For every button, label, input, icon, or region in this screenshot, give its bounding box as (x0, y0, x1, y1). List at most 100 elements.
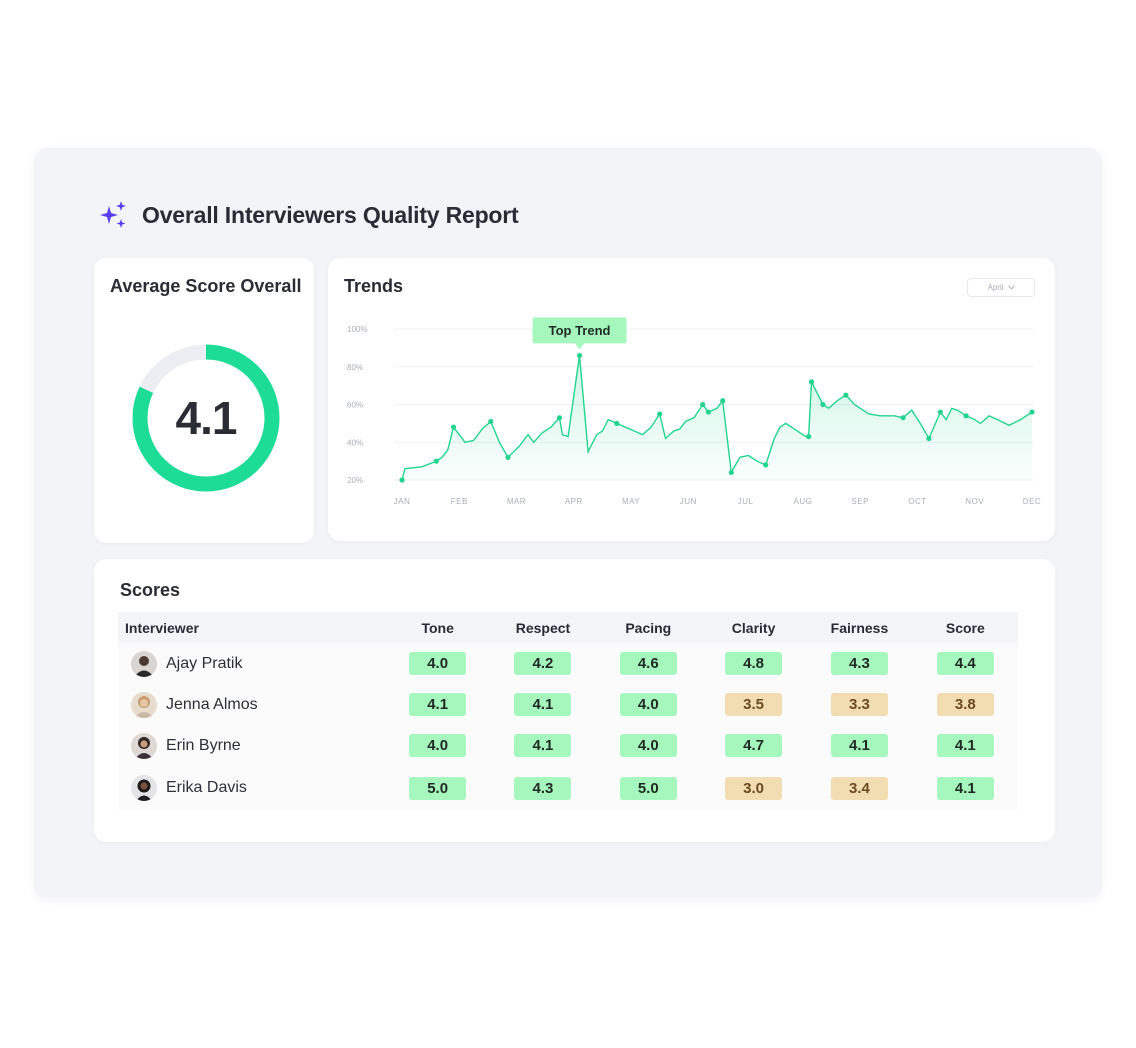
interviewer-name: Jenna Almos (166, 695, 258, 713)
y-tick-label: 80% (347, 363, 363, 372)
data-point[interactable] (843, 392, 849, 398)
interviewer-cell: Erin Byrne (118, 732, 385, 759)
month-select-value: April (987, 283, 1004, 292)
trends-line-chart: 100% 80% 60% 40% 20% JAN FEB MAR APR MAY JUN JUL AU… (347, 317, 1041, 506)
report-header: Overall Interviewers Quality Report (98, 198, 519, 232)
overall-score: 4.1 (936, 776, 994, 800)
data-point[interactable] (556, 415, 563, 421)
tone-score: 4.1 (409, 693, 467, 716)
fairness-score: 3.4 (830, 776, 888, 800)
data-point[interactable] (450, 424, 457, 430)
column-header-clarity[interactable]: Clarity (700, 612, 807, 643)
respect-score: 4.1 (514, 734, 572, 757)
data-point[interactable] (657, 411, 663, 417)
pacing-score: 5.0 (619, 776, 677, 800)
chevron-down-icon (1007, 283, 1015, 292)
overall-score: 4.4 (936, 652, 994, 675)
respect-score: 4.1 (514, 693, 572, 716)
trends-title: Trends (344, 276, 404, 296)
data-point[interactable] (720, 398, 726, 404)
data-point[interactable] (728, 469, 734, 476)
column-header-fairness[interactable]: Fairness (806, 612, 913, 643)
y-tick-label: 20% (347, 476, 363, 485)
data-point[interactable] (576, 352, 583, 359)
interviewer-cell: Erika Davis (118, 775, 385, 801)
data-point[interactable] (963, 413, 969, 419)
table-row[interactable]: Ajay Pratik 4.0 4.2 4.6 4.8 4.3 4.4 (118, 643, 1018, 684)
tone-score: 5.0 (409, 776, 467, 800)
data-point[interactable] (488, 418, 494, 425)
x-tick-label: JAN (394, 497, 411, 506)
table-row[interactable]: Erin Byrne 4.0 4.1 4.0 4.7 4.1 4.1 (118, 725, 1018, 766)
y-tick-label: 60% (347, 401, 363, 410)
data-point[interactable] (926, 435, 932, 442)
average-score-title: Average Score Overall (110, 276, 302, 296)
tooltip-box (532, 317, 627, 344)
avatar (131, 691, 157, 718)
clarity-score: 4.8 (725, 652, 783, 675)
respect-score: 4.3 (514, 776, 572, 800)
average-score-card: Average Score Overall 4.1 (94, 258, 314, 543)
interviewer-name: Ajay Pratik (166, 654, 243, 672)
respect-score: 4.2 (514, 652, 572, 675)
clarity-score: 3.5 (725, 693, 783, 716)
table-row[interactable]: Jenna Almos 4.1 4.1 4.0 3.5 3.3 3.8 (118, 684, 1018, 725)
scores-table: Interviewer Tone Respect Pacing Clarity … (118, 612, 1018, 810)
interviewer-cell: Ajay Pratik (118, 650, 385, 677)
fairness-score: 4.3 (830, 652, 888, 675)
data-point[interactable] (505, 454, 511, 460)
data-point[interactable] (763, 462, 769, 468)
x-tick-label: APR (565, 497, 583, 506)
x-tick-label: MAY (622, 497, 640, 506)
data-point[interactable] (806, 433, 812, 440)
overall-score: 3.8 (936, 693, 994, 716)
sparkles-icon (98, 200, 128, 230)
data-point[interactable] (900, 415, 906, 421)
month-select[interactable]: April (967, 278, 1035, 297)
column-header-respect[interactable]: Respect (490, 612, 596, 643)
fairness-score: 3.3 (830, 693, 888, 716)
trend-area (402, 355, 1032, 480)
data-point[interactable] (1029, 409, 1035, 415)
top-trend-tooltip: Top Trend (532, 317, 627, 350)
pacing-score: 4.6 (619, 652, 677, 675)
x-tick-label: MAR (507, 497, 526, 506)
data-point[interactable] (433, 458, 439, 464)
column-header-tone[interactable]: Tone (385, 612, 491, 643)
avatar (131, 775, 157, 801)
scores-header-row: Interviewer Tone Respect Pacing Clarity … (118, 612, 1018, 643)
x-tick-label: DEC (1023, 497, 1041, 506)
y-tick-label: 40% (347, 438, 363, 447)
x-tick-label: SEP (851, 497, 869, 506)
interviewer-cell: Jenna Almos (118, 691, 385, 718)
column-header-score[interactable]: Score (912, 612, 1018, 643)
x-tick-label: JUL (738, 497, 754, 506)
donut-progress-arc (132, 344, 280, 492)
data-point[interactable] (937, 409, 943, 415)
avatar (131, 732, 157, 759)
column-header-pacing[interactable]: Pacing (595, 612, 701, 643)
tone-score: 4.0 (409, 652, 467, 675)
tooltip-label: Top Trend (549, 323, 611, 338)
interviewer-name: Erika Davis (166, 779, 247, 796)
trends-card: Trends April 100% 80% 60% 40% 20% JAN FEB MAR A… (328, 258, 1055, 541)
fairness-score: 4.1 (830, 734, 888, 757)
tone-score: 4.0 (409, 734, 467, 757)
scores-card: Scores Interviewer Tone Respect Pacing C… (94, 559, 1055, 842)
table-row[interactable]: Erika Davis 5.0 4.3 5.0 3.0 3.4 4.1 (118, 766, 1018, 810)
data-point[interactable] (399, 477, 405, 483)
data-point[interactable] (705, 409, 712, 415)
data-point[interactable] (820, 401, 826, 408)
data-point[interactable] (614, 420, 620, 426)
x-tick-label: NOV (965, 497, 984, 506)
data-point[interactable] (808, 379, 815, 385)
scores-title: Scores (120, 580, 181, 600)
trend-line (401, 355, 1033, 481)
clarity-score: 3.0 (725, 776, 783, 800)
column-header-interviewer[interactable]: Interviewer (118, 612, 385, 643)
overall-score: 4.1 (936, 734, 994, 757)
pacing-score: 4.0 (619, 693, 677, 716)
clarity-score: 4.7 (725, 734, 783, 757)
x-tick-label: AUG (793, 497, 812, 506)
data-point[interactable] (700, 401, 706, 408)
